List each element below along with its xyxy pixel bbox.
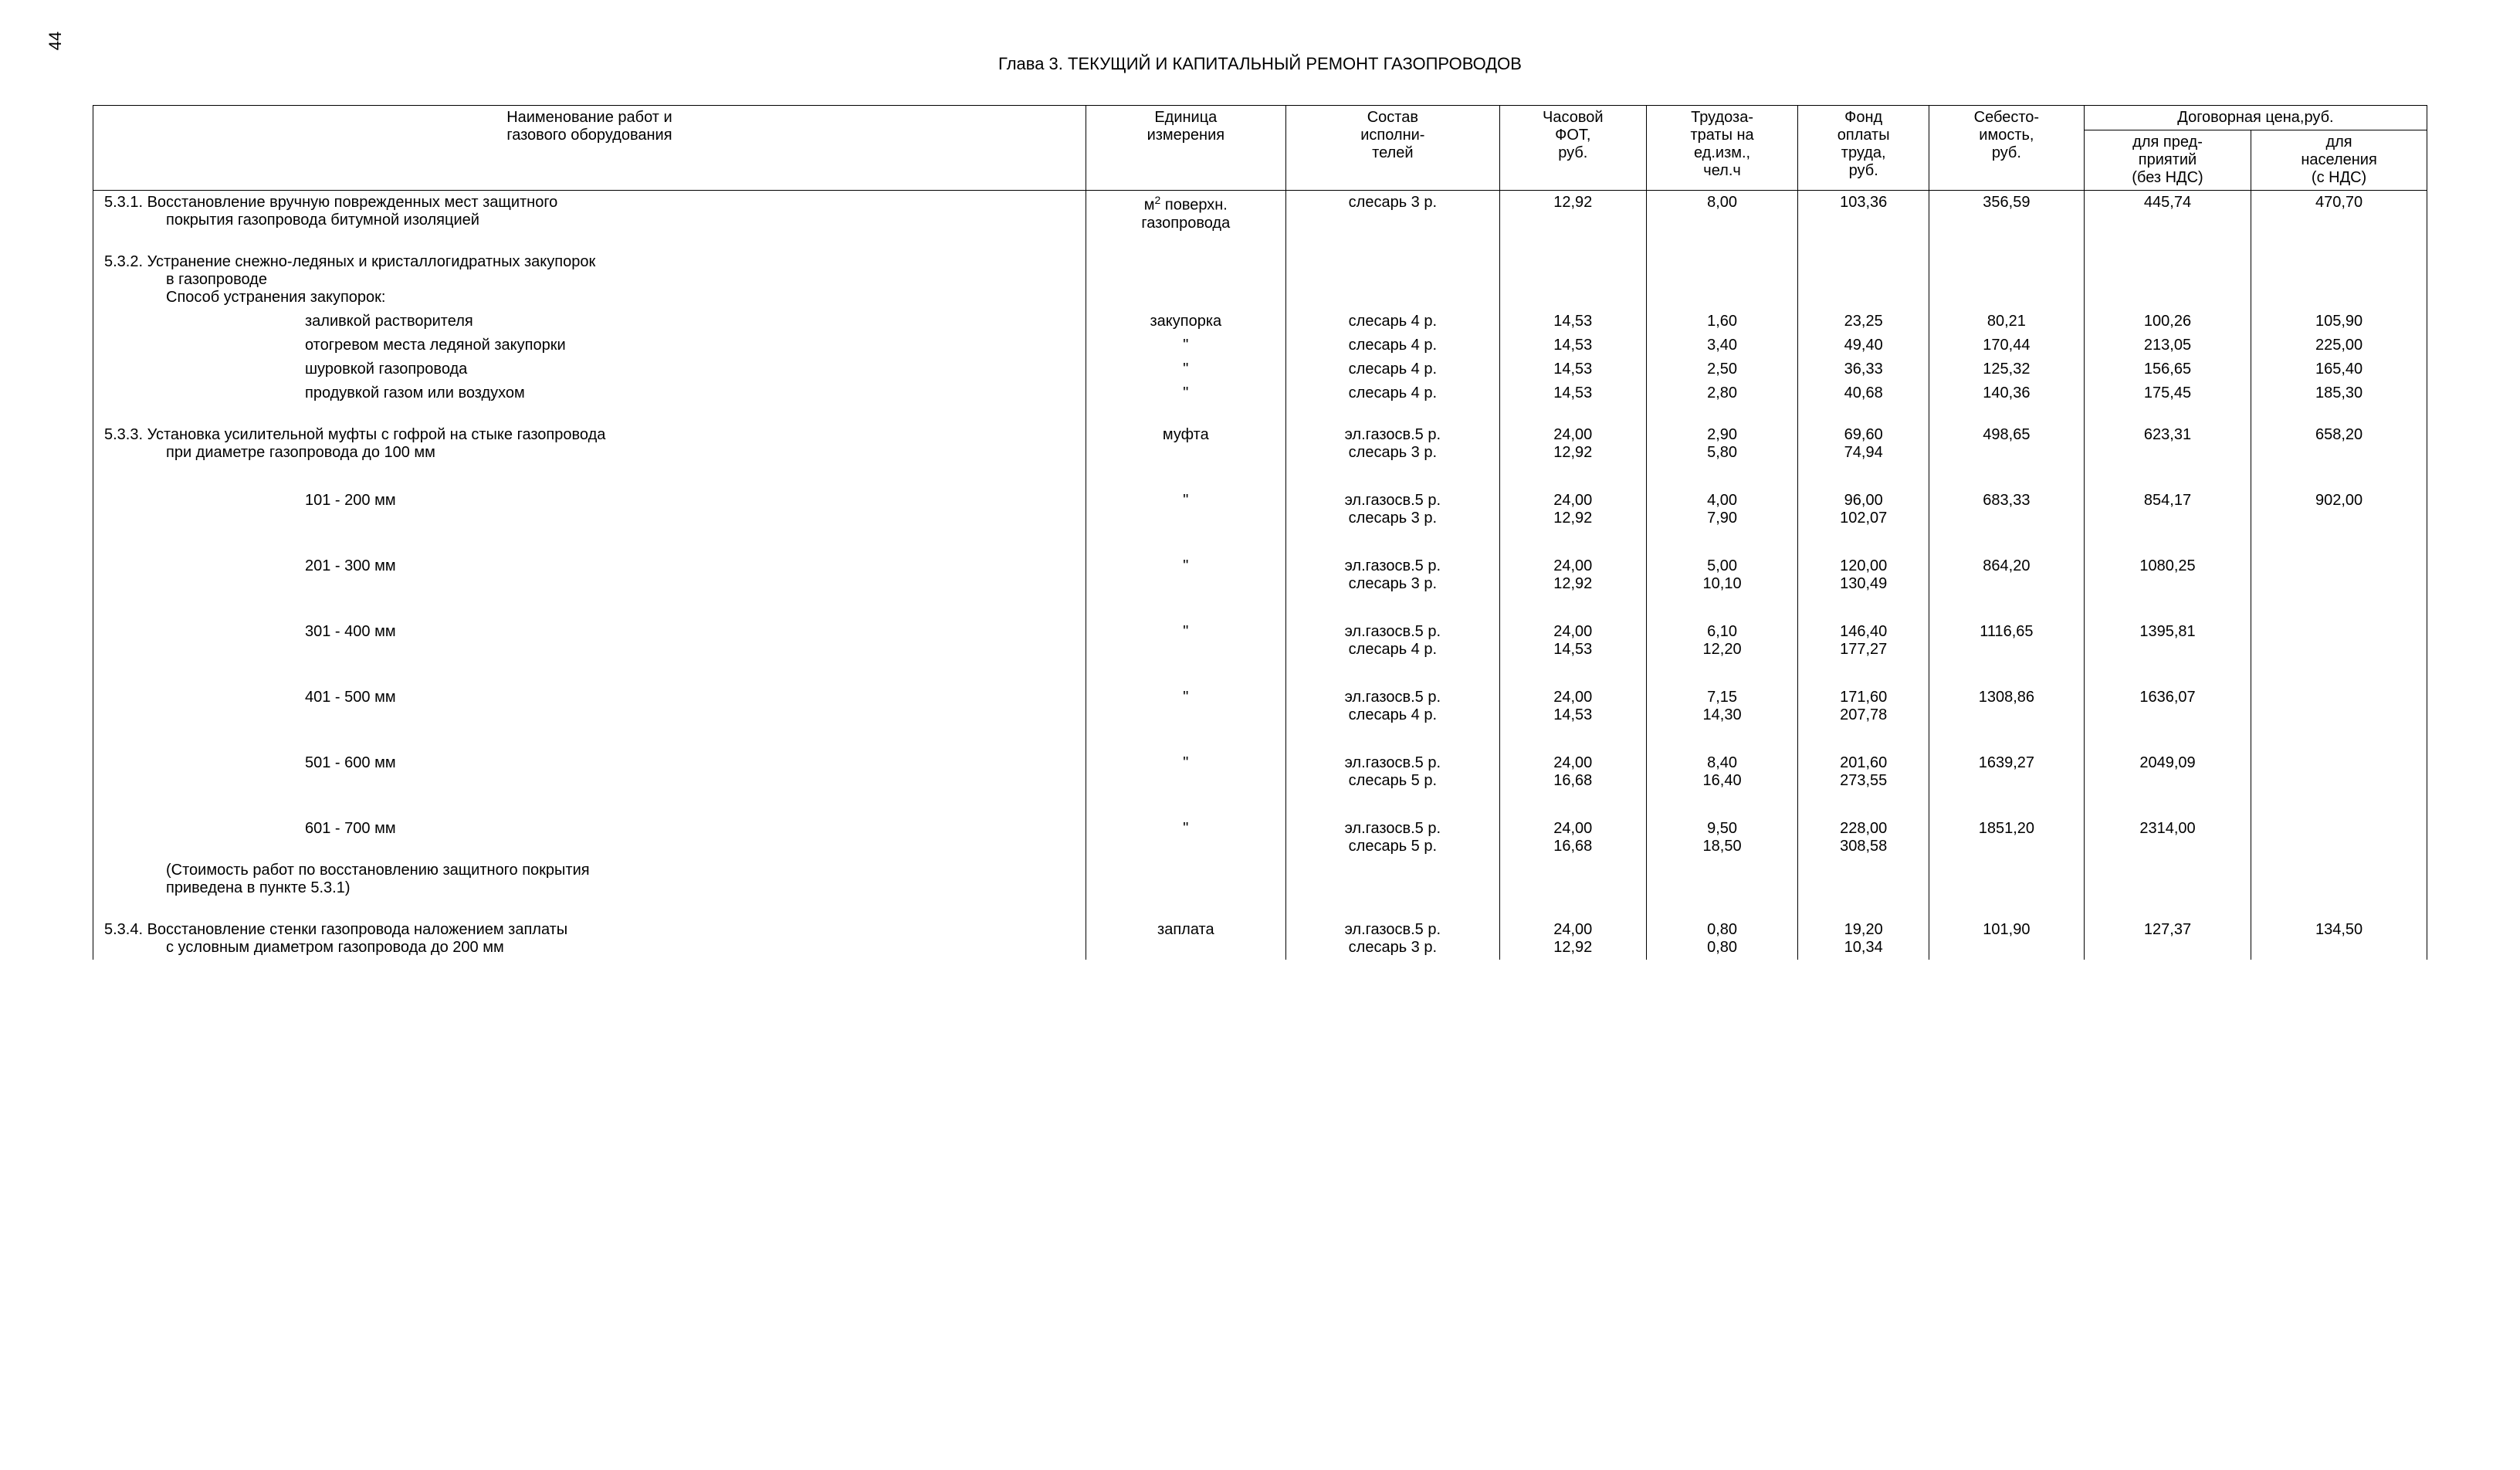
col-sost: Состависполни-телей [1285, 106, 1499, 191]
col-dog1: для пред-приятий(без НДС) [2084, 130, 2251, 191]
table-row [93, 727, 2427, 751]
table-row: 5.3.1. Восстановление вручную поврежденн… [93, 191, 2427, 251]
table-row: шуровкой газопровода " слесарь 4 р. 14,5… [93, 357, 2427, 381]
table-row [93, 596, 2427, 620]
col-fot: ЧасовойФОТ,руб. [1499, 106, 1646, 191]
chapter-title: Глава 3. ТЕКУЩИЙ И КАПИТАЛЬНЫЙ РЕМОНТ ГА… [93, 54, 2427, 74]
table-row [93, 465, 2427, 489]
table-row: 201 - 300 мм " эл.газосв.5 р.слесарь 3 р… [93, 554, 2427, 596]
table-row: 301 - 400 мм " эл.газосв.5 р.слесарь 4 р… [93, 620, 2427, 662]
col-seb: Себесто-имость,руб. [1929, 106, 2084, 191]
table-row: 601 - 700 мм " эл.газосв.5 р.слесарь 5 р… [93, 817, 2427, 859]
table-row [93, 530, 2427, 554]
table-row [93, 793, 2427, 817]
table-row: (Стоимость работ по восстановлению защит… [93, 859, 2427, 918]
col-name: Наименование работ игазового оборудовани… [93, 106, 1086, 191]
table-row [93, 662, 2427, 686]
page-number: 44 [46, 32, 66, 50]
col-unit: Единицаизмерения [1086, 106, 1285, 191]
col-dog: Договорная цена,руб. [2084, 106, 2427, 130]
table-row: 401 - 500 мм " эл.газосв.5 р.слесарь 4 р… [93, 686, 2427, 727]
table-row: 5.3.3. Установка усилительной муфты с го… [93, 423, 2427, 465]
table-row: 501 - 600 мм " эл.газосв.5 р.слесарь 5 р… [93, 751, 2427, 793]
table-row: заливкой растворителя закупорка слесарь … [93, 310, 2427, 334]
table-row: 101 - 200 мм " эл.газосв.5 р.слесарь 3 р… [93, 489, 2427, 530]
table-row: 5.3.2. Устранение снежно-ледяных и крист… [93, 250, 2427, 310]
col-fond: Фондоплатытруда,руб. [1798, 106, 1929, 191]
table-row: отогревом места ледяной закупорки " слес… [93, 334, 2427, 357]
pricing-table: Наименование работ игазового оборудовани… [93, 105, 2427, 960]
col-trud: Трудоза-траты наед.изм.,чел.ч [1646, 106, 1798, 191]
col-dog2: длянаселения(с НДС) [2251, 130, 2427, 191]
table-row: продувкой газом или воздухом " слесарь 4… [93, 381, 2427, 423]
table-row: 5.3.4. Восстановление стенки газопровода… [93, 918, 2427, 960]
